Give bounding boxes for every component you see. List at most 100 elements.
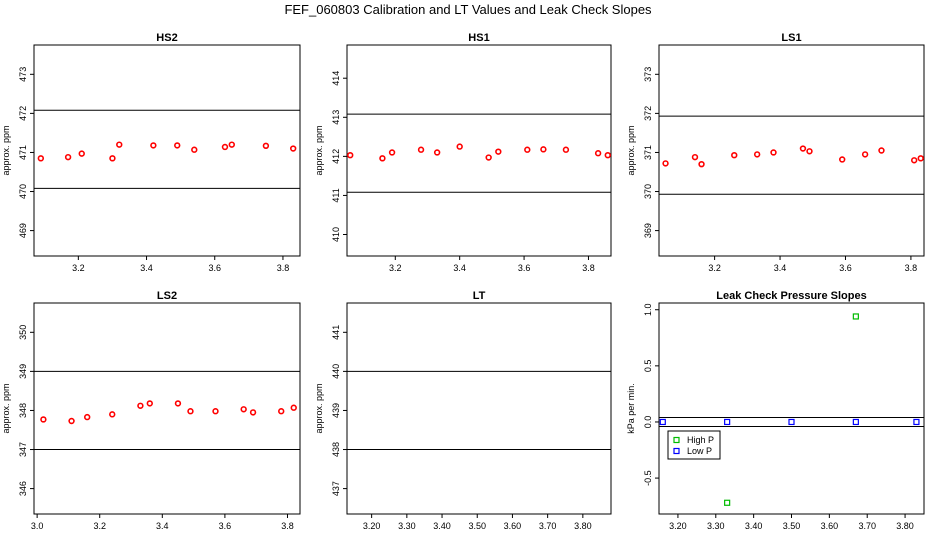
- legend-label: High P: [687, 435, 714, 445]
- x-tick-label: 3.2: [708, 263, 721, 273]
- x-tick-label: 3.60: [504, 521, 522, 531]
- x-tick-label: 3.8: [905, 263, 918, 273]
- data-point: [753, 151, 761, 158]
- y-axis-label: approx. ppm: [626, 125, 636, 175]
- data-point: [917, 155, 924, 162]
- chart-panel: LS1 approx. ppm 3.2 3.4 3.6 3.8 369 370 371 372 37…: [626, 32, 925, 273]
- y-tick-label: 470: [18, 184, 28, 199]
- x-tick-label: 3.6: [208, 263, 221, 273]
- data-point: [347, 151, 354, 159]
- data-point: [698, 160, 705, 168]
- legend-box: [667, 430, 721, 460]
- y-tick-label: 1.0: [643, 303, 653, 316]
- data-point: [191, 146, 198, 153]
- data-point: [495, 148, 502, 155]
- data-point: [379, 155, 386, 162]
- plot-frame: [346, 302, 612, 515]
- data-point: [788, 418, 795, 426]
- x-tick-label: 3.4: [774, 263, 787, 273]
- x-tick-label: 3.80: [574, 521, 592, 531]
- x-tick-label: 3.8: [281, 521, 294, 531]
- y-tick-label: 350: [18, 325, 28, 340]
- data-point: [109, 411, 116, 418]
- plot-frame: [658, 302, 925, 515]
- y-tick-label: 349: [18, 364, 28, 379]
- data-point: [806, 148, 813, 155]
- chart-panel: HS2 approx. ppm 3.2 3.4 3.6 3.8 469 470 471 472 47…: [1, 32, 301, 273]
- data-point: [799, 145, 807, 152]
- y-axis-label: kPa per min.: [626, 383, 636, 434]
- x-tick-label: 3.6: [839, 263, 852, 273]
- y-tick-label: 411: [331, 188, 341, 202]
- x-tick-label: 3.4: [453, 263, 466, 273]
- y-tick-label: 371: [643, 145, 653, 160]
- y-tick-label: 471: [18, 145, 28, 160]
- data-point: [540, 146, 547, 153]
- y-tick-label: 469: [18, 223, 28, 238]
- x-tick-label: 3.8: [277, 263, 290, 273]
- data-point: [659, 418, 666, 426]
- legend-label: Low P: [687, 446, 712, 456]
- data-point: [852, 418, 859, 426]
- legend-marker: [673, 436, 680, 444]
- y-axis-label: approx. ppm: [1, 383, 11, 433]
- plot-frame: [33, 44, 301, 257]
- y-tick-label: 369: [643, 223, 653, 238]
- data-point: [146, 400, 153, 407]
- x-tick-label: 3.30: [398, 521, 416, 531]
- panel-title: LS1: [781, 32, 801, 44]
- legend-marker: [673, 447, 680, 455]
- panel-title: LT: [473, 290, 486, 302]
- data-point: [37, 155, 45, 162]
- y-tick-label: 472: [18, 106, 28, 121]
- panel-title: HS1: [468, 32, 489, 44]
- data-point: [83, 413, 91, 421]
- y-axis-label: approx. ppm: [314, 125, 324, 175]
- data-point: [433, 149, 441, 156]
- data-point: [290, 404, 297, 411]
- x-tick-label: 3.0: [31, 521, 44, 531]
- chart-panel: LS2 approx. ppm 3.0 3.2 3.4 3.6 3.8 346 347 348 34…: [1, 290, 301, 531]
- y-tick-label: 412: [331, 149, 341, 164]
- plot-frame: [33, 302, 301, 515]
- data-point: [724, 499, 731, 506]
- x-tick-label: 3.2: [93, 521, 106, 531]
- data-point: [68, 417, 75, 425]
- y-tick-label: 372: [643, 106, 653, 121]
- y-axis-label: approx. ppm: [1, 125, 11, 175]
- panel-title: LS2: [157, 290, 177, 302]
- data-point: [562, 146, 570, 153]
- y-tick-label: 347: [18, 442, 28, 457]
- data-point: [604, 151, 611, 159]
- x-tick-label: 3.50: [783, 521, 801, 531]
- y-tick-label: -0.5: [643, 470, 653, 486]
- data-point: [228, 141, 235, 148]
- x-tick-label: 3.6: [518, 263, 531, 273]
- y-axis-label: approx. ppm: [314, 383, 324, 433]
- data-point: [221, 143, 229, 151]
- y-tick-label: 373: [643, 67, 653, 82]
- x-tick-label: 3.50: [468, 521, 486, 531]
- data-point: [174, 400, 182, 407]
- y-tick-label: 439: [331, 403, 341, 418]
- data-point: [64, 153, 72, 161]
- x-tick-label: 3.70: [539, 521, 557, 531]
- data-point: [691, 153, 699, 161]
- y-tick-label: 410: [331, 227, 341, 242]
- y-tick-label: 370: [643, 184, 653, 199]
- data-point: [878, 147, 885, 154]
- data-point: [240, 406, 247, 413]
- plot-frame: [346, 44, 612, 257]
- data-point: [913, 418, 920, 426]
- y-tick-label: 441: [331, 325, 341, 340]
- data-point: [839, 156, 846, 163]
- x-tick-label: 3.30: [707, 521, 725, 531]
- x-tick-label: 3.60: [821, 521, 839, 531]
- data-point: [485, 154, 492, 161]
- data-point: [910, 157, 918, 164]
- y-tick-label: 413: [331, 110, 341, 125]
- plot-frame: [658, 44, 925, 257]
- chart-panel: Leak Check Pressure Slopes kPa per min. 3.…: [626, 290, 925, 531]
- data-point: [388, 149, 396, 156]
- data-point: [78, 150, 85, 157]
